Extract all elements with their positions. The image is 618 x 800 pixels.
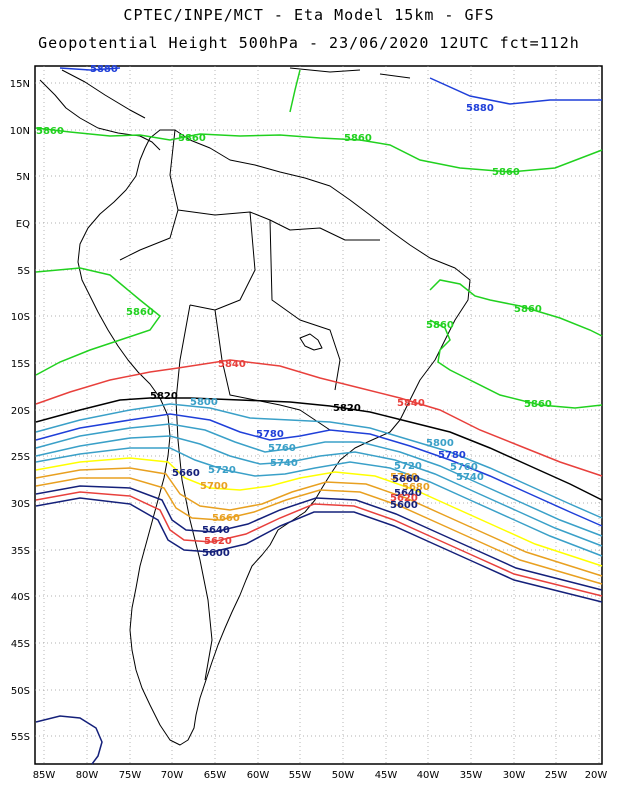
contour-5860-east [429, 279, 603, 409]
contour-label-5700: 5700 [390, 472, 418, 483]
contour-label-5600: 5600 [202, 548, 230, 559]
contour-label-5780: 5780 [256, 429, 284, 440]
contour-label-5880: 5880 [90, 64, 118, 75]
contour-lines [35, 67, 603, 765]
title-line-2: Geopotential Height 500hPa - 23/06/2020 … [38, 34, 580, 52]
contour-5800 [35, 403, 603, 519]
contour-label-5720: 5720 [208, 465, 236, 476]
contour-label-5740: 5740 [270, 458, 298, 469]
lat-tick: 5S [17, 266, 30, 277]
lon-tick: 85W [33, 770, 56, 781]
lat-tick: 50S [11, 686, 30, 697]
lon-tick: 25W [545, 770, 568, 781]
contour-5680 [35, 467, 603, 577]
lon-tick: 60W [247, 770, 270, 781]
lat-tick: 55S [11, 732, 30, 743]
contour-5860-north [35, 127, 603, 173]
lat-tick: 40S [11, 592, 30, 603]
contour-label-5640: 5640 [202, 525, 230, 536]
lat-tick: 25S [11, 452, 30, 463]
contour-label-5860: 5860 [426, 320, 454, 331]
contour-label-5880: 5880 [466, 103, 494, 114]
lat-tick: 35S [11, 546, 30, 557]
contour-label-5660: 5660 [212, 513, 240, 524]
contour-label-5860: 5860 [524, 399, 552, 410]
grid [35, 66, 602, 764]
lake-titicaca [299, 333, 323, 351]
contour-5620 [35, 491, 603, 597]
lat-tick: 15S [11, 359, 30, 370]
contour-label-5700: 5700 [200, 481, 228, 492]
lon-tick: 40W [417, 770, 440, 781]
contour-5880-north [59, 67, 602, 105]
lon-tick: 30W [503, 770, 526, 781]
contour-label-5760: 5760 [268, 443, 296, 454]
title-line-1: CPTEC/INPE/MCT - Eta Model 15km - GFS [123, 6, 495, 24]
lat-tick: 30S [11, 499, 30, 510]
lat-tick: 20S [11, 406, 30, 417]
contour-label-5800: 5800 [426, 438, 454, 449]
longitude-axis: 85W 80W 75W 70W 65W 60W 55W 50W 45W 40W … [33, 770, 608, 781]
contour-label-5660: 5660 [172, 468, 200, 479]
contour-label-5720: 5720 [394, 461, 422, 472]
contour-label-5600: 5600 [390, 500, 418, 511]
contour-label-5760: 5760 [450, 462, 478, 473]
contour-5860-west [35, 267, 162, 376]
lat-tick: 45S [11, 639, 30, 650]
contour-5640 [35, 485, 603, 591]
contour-5820 [35, 397, 603, 501]
contour-label-5820: 5820 [333, 403, 361, 414]
contour-5840 [35, 359, 603, 477]
contour-label-5840: 5840 [218, 359, 246, 370]
contour-label-5680: 5680 [402, 482, 430, 493]
contour-labels: 5880 5880 5860 5860 5860 5860 5860 5860 … [36, 64, 552, 559]
country-borders [119, 129, 380, 681]
coastlines [39, 67, 471, 746]
contour-5880-south [35, 715, 103, 765]
lat-tick: 10S [11, 312, 30, 323]
lon-tick: 50W [332, 770, 355, 781]
contour-label-5860: 5860 [126, 307, 154, 318]
lat-tick: 5N [16, 172, 30, 183]
lat-tick: EQ [16, 219, 30, 230]
contour-label-5800: 5800 [190, 397, 218, 408]
lon-tick: 80W [76, 770, 99, 781]
south-america-outline [77, 129, 471, 746]
contour-label-5840: 5840 [397, 398, 425, 409]
lat-tick: 10N [10, 126, 30, 137]
contour-label-5640: 5640 [394, 488, 422, 499]
contour-5700 [35, 457, 603, 567]
central-america-coast [39, 79, 161, 151]
contour-label-5860: 5860 [178, 133, 206, 144]
central-america-north-coast [61, 69, 146, 119]
contour-label-5620: 5620 [204, 536, 232, 547]
lon-tick: 75W [119, 770, 142, 781]
contour-5780 [35, 413, 603, 527]
contour-label-5860: 5860 [514, 304, 542, 315]
latitude-axis: 15N 10N 5N EQ 5S 10S 15S 20S 25S 30S 35S… [10, 79, 30, 743]
contour-5740 [35, 435, 603, 547]
contour-label-5620: 5620 [390, 493, 418, 504]
contour-label-5860: 5860 [36, 126, 64, 137]
lat-tick: 15N [10, 79, 30, 90]
lon-tick: 65W [204, 770, 227, 781]
lon-tick: 45W [375, 770, 398, 781]
contour-label-5820: 5820 [150, 391, 178, 402]
lon-tick: 20W [585, 770, 608, 781]
contour-5720 [35, 447, 603, 557]
contour-label-5780: 5780 [438, 450, 466, 461]
caribbean-islands [289, 67, 411, 79]
contour-label-5660: 5660 [392, 474, 420, 485]
lon-tick: 35W [460, 770, 483, 781]
contour-5600 [35, 497, 603, 603]
contour-label-5860: 5860 [492, 167, 520, 178]
contour-label-5740: 5740 [456, 472, 484, 483]
lon-tick: 70W [161, 770, 184, 781]
lon-tick: 55W [289, 770, 312, 781]
contour-label-5860: 5860 [344, 133, 372, 144]
contour-5760 [35, 423, 603, 537]
contour-5860-ridge [289, 69, 301, 113]
contour-5660 [35, 477, 603, 585]
